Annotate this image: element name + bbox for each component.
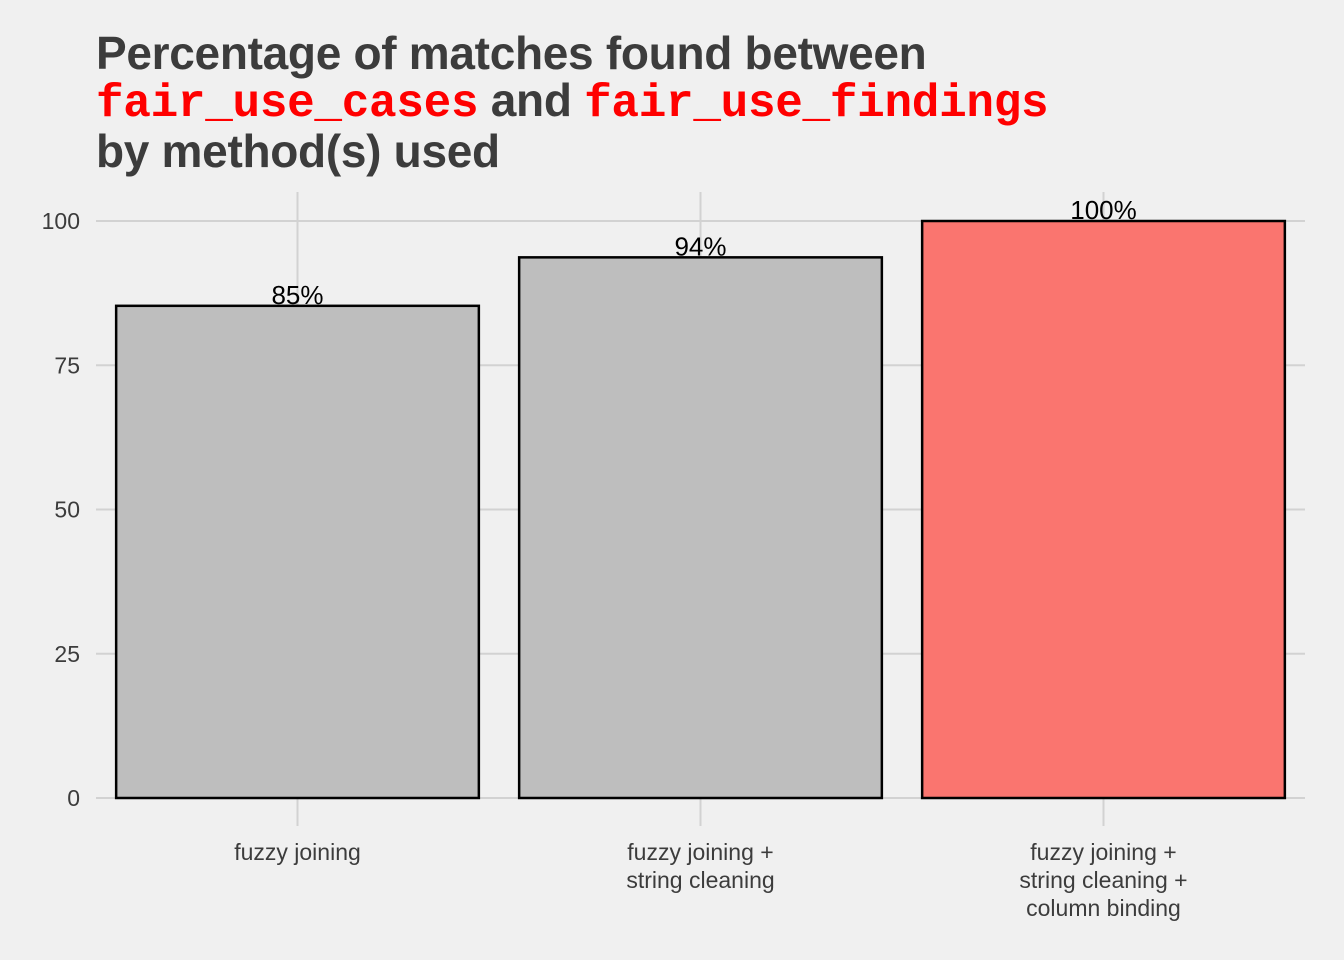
data-label: 100% [1070,195,1137,225]
x-tick-label: fuzzy joining + string cleaning [626,839,774,893]
x-tick-label: fuzzy joining [234,839,361,865]
bar [114,304,481,800]
data-label: 85% [271,280,323,310]
bar [920,219,1287,800]
y-tick-label: 25 [54,641,80,667]
title-line-1: Percentage of matches found between [96,27,927,79]
x-tick-label: fuzzy joining + string cleaning + column b… [1019,839,1187,921]
title-connector: and [490,74,572,126]
title-code-findings: fair_use_findings [584,78,1049,130]
y-tick-label: 50 [54,497,80,523]
y-tick-label: 0 [67,785,80,811]
title-code-cases: fair_use_cases [96,78,479,130]
chart-title: Percentage of matches found between fair… [96,27,1049,177]
y-tick-label: 75 [54,352,80,378]
bar [517,256,884,800]
title-line-2: fair_use_cases and fair_use_findings [96,74,1049,130]
y-tick-label: 100 [42,208,80,234]
title-line-3: by method(s) used [96,125,500,177]
data-label: 94% [674,231,726,261]
